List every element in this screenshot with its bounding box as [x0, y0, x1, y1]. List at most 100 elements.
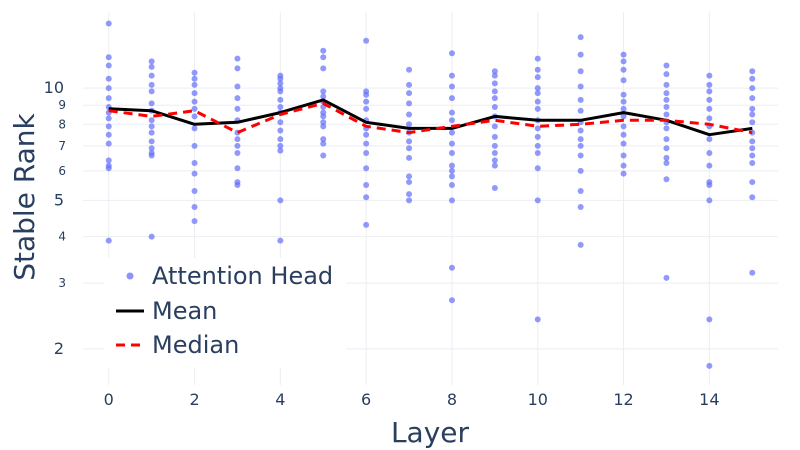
x-tick-label: 2: [189, 390, 199, 409]
attention-head-point: [148, 152, 155, 159]
attention-head-point: [148, 233, 155, 240]
attention-head-point: [363, 181, 370, 188]
attention-head-point: [491, 162, 498, 169]
attention-head-point: [148, 117, 155, 124]
attention-head-point: [663, 154, 670, 161]
attention-head-point: [448, 162, 455, 169]
attention-head-point: [534, 133, 541, 140]
attention-head-point: [448, 117, 455, 124]
attention-head-point: [105, 123, 112, 130]
attention-head-point: [663, 125, 670, 132]
x-tick-label: 14: [699, 390, 719, 409]
attention-head-point: [406, 197, 413, 204]
attention-head-point: [148, 138, 155, 145]
attention-head-point: [663, 96, 670, 103]
attention-head-point: [706, 181, 713, 188]
attention-head-point: [491, 157, 498, 164]
attention-head-point: [448, 150, 455, 157]
attention-head-point: [191, 69, 198, 76]
attention-head-point: [105, 85, 112, 92]
attention-head-point: [191, 81, 198, 88]
y-tick-label: 4: [58, 230, 66, 244]
attention-head-point: [277, 197, 284, 204]
attention-head-point: [105, 131, 112, 138]
attention-head-point: [406, 154, 413, 161]
attention-head-point: [105, 157, 112, 164]
attention-head-point: [363, 140, 370, 147]
attention-head-point: [749, 85, 756, 92]
attention-head-point: [234, 165, 241, 172]
x-axis-ticks: 0 2 4 6 8 10 12 14: [104, 390, 720, 409]
attention-head-point: [577, 152, 584, 159]
attention-head-point: [448, 83, 455, 90]
attention-head-point: [491, 88, 498, 95]
attention-head-point: [148, 123, 155, 130]
attention-head-point: [191, 75, 198, 82]
attention-head-point: [706, 316, 713, 323]
attention-head-point: [148, 63, 155, 70]
attention-head-point: [620, 162, 627, 169]
attention-head-point: [663, 90, 670, 97]
attention-head-point: [577, 142, 584, 149]
attention-head-point: [320, 136, 327, 143]
series-lines: [108, 98, 753, 137]
attention-head-point: [277, 127, 284, 134]
attention-head-point: [448, 129, 455, 136]
attention-head-point: [577, 127, 584, 134]
attention-head-point: [363, 221, 370, 228]
attention-head-point: [534, 125, 541, 132]
attention-head-point: [706, 136, 713, 143]
attention-head-point: [706, 115, 713, 122]
attention-head-point: [620, 91, 627, 98]
attention-head-point: [406, 66, 413, 73]
legend-label-median: Median: [152, 331, 239, 359]
attention-head-point: [406, 179, 413, 186]
attention-head-point: [706, 72, 713, 79]
attention-head-point: [491, 123, 498, 130]
median-line: [108, 101, 753, 135]
y-tick-label: 3: [58, 276, 66, 290]
attention-head-point: [663, 104, 670, 111]
attention-head-point: [534, 197, 541, 204]
attention-head-point: [406, 121, 413, 128]
attention-head-point: [749, 179, 756, 186]
attention-head-point: [749, 119, 756, 126]
attention-head-point: [620, 170, 627, 177]
attention-head-point: [320, 54, 327, 61]
y-tick-label: 10: [44, 78, 64, 97]
attention-head-point: [491, 68, 498, 75]
attention-head-point: [706, 88, 713, 95]
attention-head-point: [148, 72, 155, 79]
attention-head-point: [105, 95, 112, 102]
attention-head-point: [234, 142, 241, 149]
attention-head-point: [406, 81, 413, 88]
attention-head-point: [320, 113, 327, 120]
attention-head-point: [448, 297, 455, 304]
attention-head-point: [234, 65, 241, 72]
attention-head-point: [620, 105, 627, 112]
attention-head-point: [191, 142, 198, 149]
attention-head-point: [491, 142, 498, 149]
attention-head-point: [534, 316, 541, 323]
x-tick-label: 8: [447, 390, 457, 409]
attention-head-point: [749, 95, 756, 102]
attention-head-point: [620, 66, 627, 73]
attention-head-point: [363, 37, 370, 44]
legend: Attention Head Mean Median: [104, 258, 346, 368]
attention-head-point: [406, 111, 413, 118]
attention-head-point: [277, 119, 284, 126]
attention-head-point: [363, 98, 370, 105]
x-tick-label: 12: [613, 390, 633, 409]
attention-head-point: [277, 75, 284, 82]
attention-head-point: [448, 181, 455, 188]
attention-head-point: [663, 71, 670, 78]
attention-head-point: [577, 136, 584, 143]
attention-head-point: [491, 104, 498, 111]
attention-head-point: [105, 115, 112, 122]
attention-head-point: [277, 80, 284, 87]
attention-head-point: [148, 129, 155, 136]
attention-head-point: [491, 72, 498, 79]
attention-head-point: [577, 96, 584, 103]
attention-head-point: [448, 197, 455, 204]
attention-head-point: [277, 136, 284, 143]
